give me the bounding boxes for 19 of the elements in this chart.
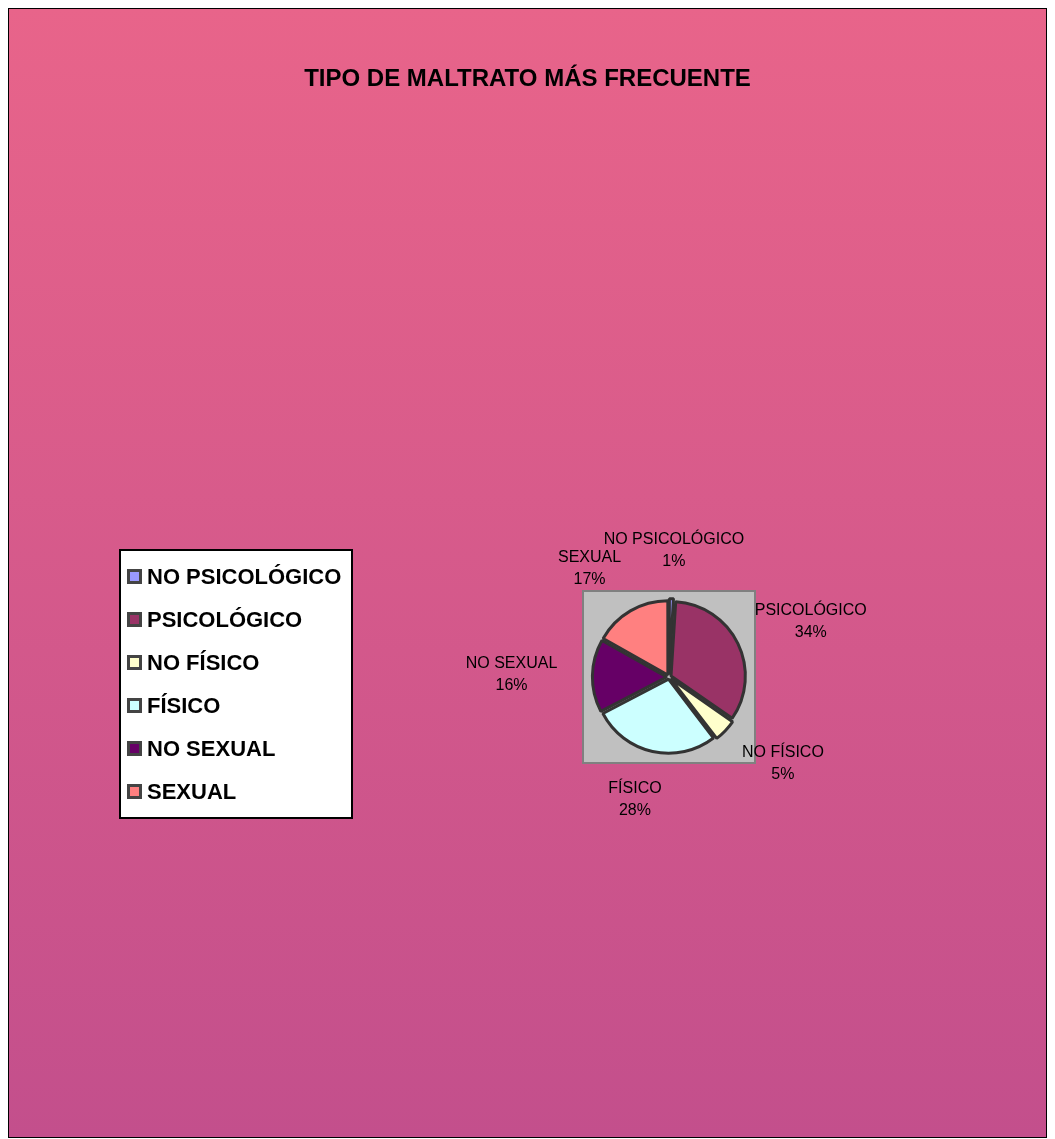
data-label: 28% [618,801,651,819]
slice-label: PSICOLÓGICO [754,600,867,619]
data-label: 1% [662,552,686,570]
legend-label: NO PSICOLÓGICO [147,563,342,590]
legend-label: NO SEXUAL [147,735,276,762]
legend-label: PSICOLÓGICO [147,606,303,633]
slice-label: FÍSICO [608,778,662,797]
legend-label: FÍSICO [147,692,221,719]
data-label: 34% [794,623,827,641]
slice-label: NO FÍSICO [742,742,824,761]
data-label: 17% [573,569,606,587]
legend-label: SEXUAL [147,778,237,805]
slice-label: SEXUAL [557,547,622,565]
slice-label: NO PSICOLÓGICO [603,529,745,548]
data-label: 5% [771,765,795,783]
legend-label: NO FÍSICO [147,649,260,676]
data-label: 16% [495,676,528,694]
slice-label: NO SEXUAL [465,654,558,672]
chart-title: TIPO DE MALTRATO MÁS FRECUENTE [303,64,752,92]
